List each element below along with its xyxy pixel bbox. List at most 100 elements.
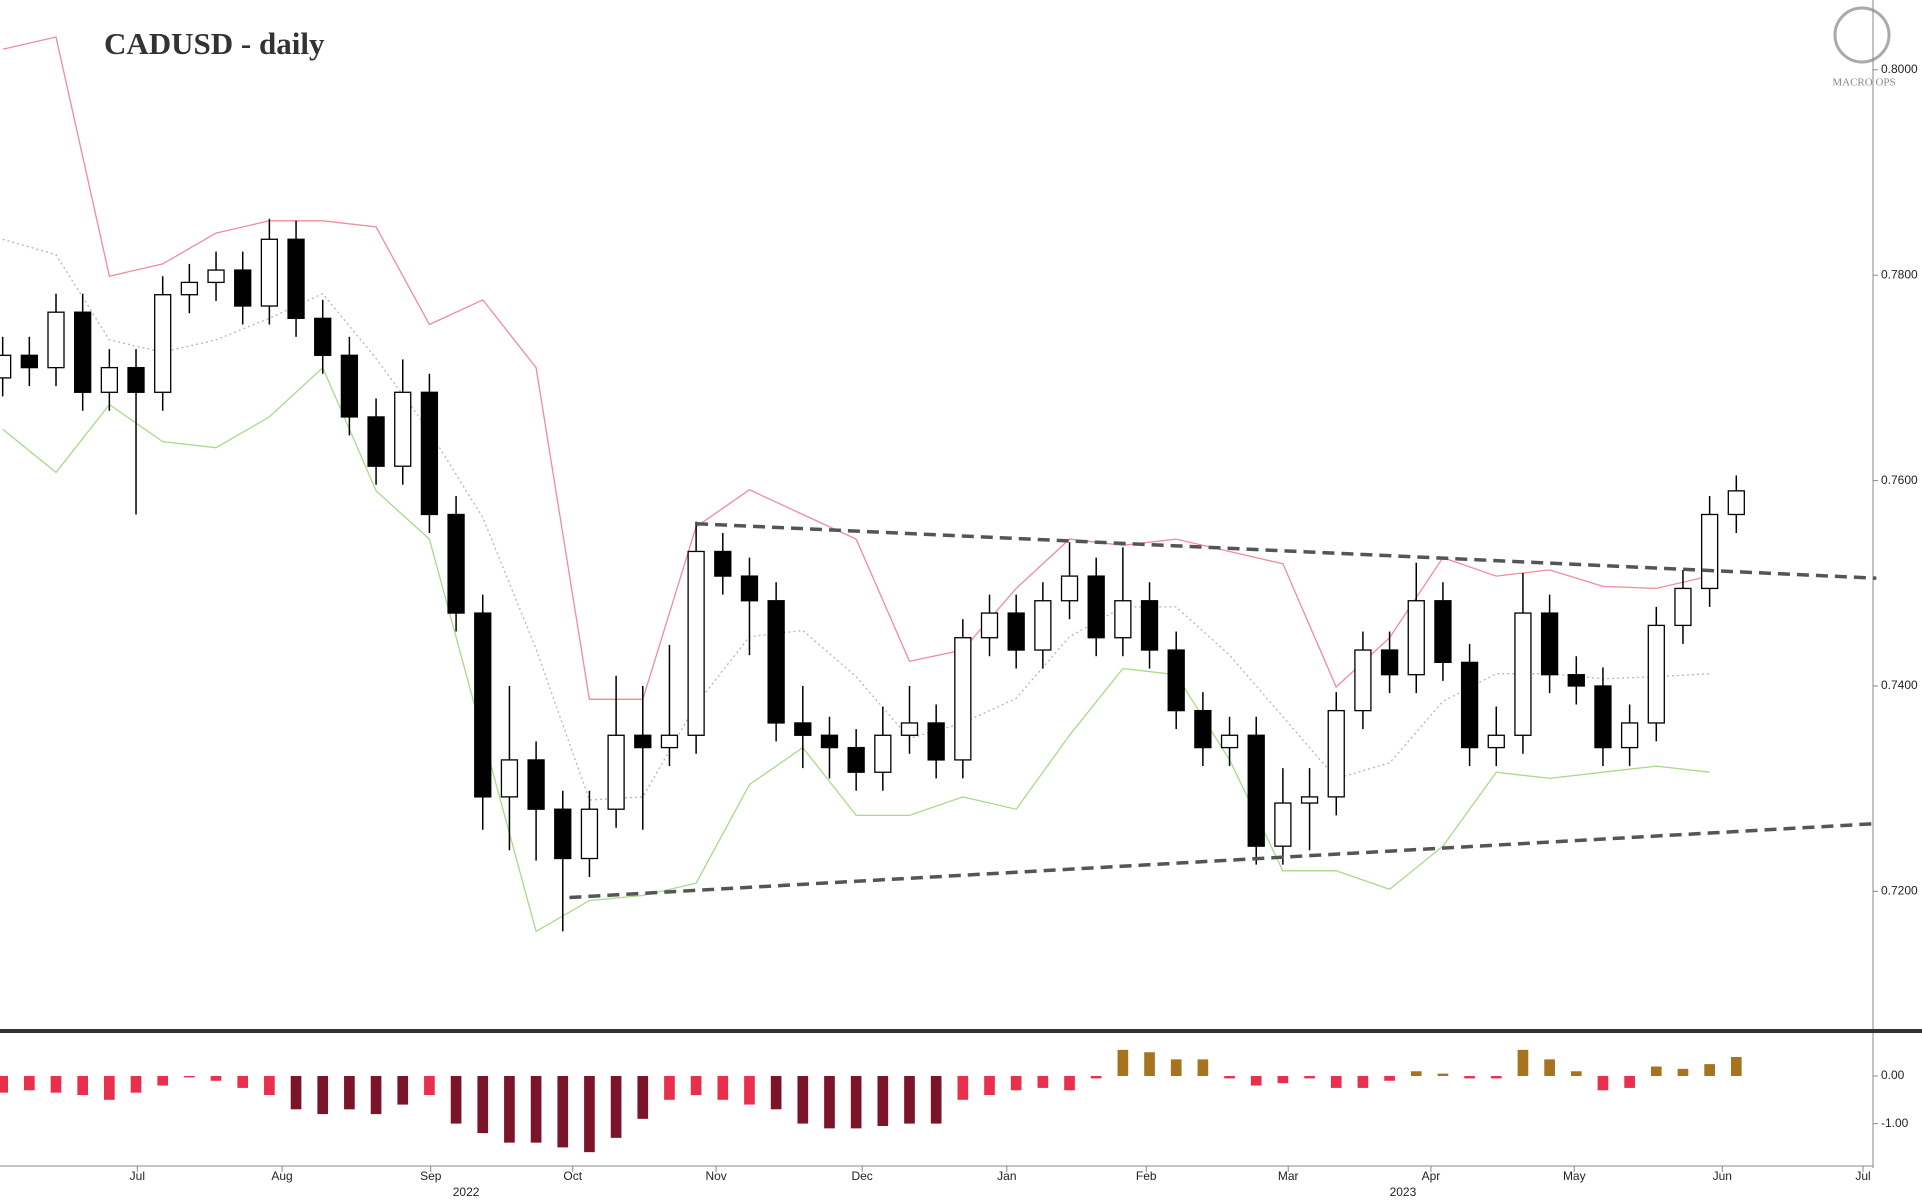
candle-body (1727, 490, 1745, 516)
x-tick-label: Jun (1713, 1169, 1732, 1183)
candle-body (1594, 685, 1612, 749)
histogram-bar (1490, 1076, 1502, 1079)
y-tick-label: 0.7400 (1881, 678, 1918, 692)
histogram-bar (477, 1076, 489, 1134)
candle-body (1620, 722, 1639, 749)
candle-body (367, 416, 385, 467)
candle-body (1380, 649, 1399, 676)
histogram-bar (1570, 1071, 1582, 1077)
candle-body (1700, 513, 1719, 590)
candle-body (634, 734, 652, 749)
candle-body (207, 269, 225, 284)
histogram-bar (1544, 1059, 1555, 1077)
candle-body (260, 238, 279, 307)
candle-body (1647, 624, 1665, 724)
band-line (2, 238, 1710, 801)
histogram-bar (504, 1076, 515, 1143)
histogram-bar (210, 1076, 222, 1081)
histogram-bar (130, 1076, 142, 1093)
histogram-bar (344, 1076, 355, 1110)
candle-body (47, 311, 65, 369)
candle-body (767, 600, 785, 724)
candle-body (1034, 600, 1052, 651)
x-tick-label: Jul (1855, 1169, 1870, 1183)
candle-body (1247, 734, 1265, 847)
x-tick-label: Mar (1278, 1169, 1299, 1183)
candle-body (500, 759, 519, 798)
histogram-bar (1330, 1076, 1342, 1088)
candle-body (714, 550, 732, 577)
candle-body (1167, 649, 1185, 712)
x-tick-label: Jul (130, 1169, 145, 1183)
histogram-bar (1650, 1066, 1662, 1077)
histogram-bar (1357, 1076, 1369, 1088)
histogram-bar (850, 1076, 862, 1129)
candle-body (1460, 661, 1479, 749)
candle-body (580, 808, 599, 860)
histogram-bar (744, 1076, 755, 1105)
candle-body (20, 354, 38, 369)
histogram-bar (610, 1076, 622, 1138)
histogram-bar (1117, 1049, 1129, 1077)
candle-body (1060, 575, 1079, 602)
candle-body (474, 612, 492, 798)
histogram-bar (1410, 1071, 1422, 1077)
histogram-bar (424, 1076, 435, 1096)
histogram-bar (1677, 1068, 1689, 1077)
x-tick-label: Jan (997, 1169, 1016, 1183)
candle-body (1274, 802, 1292, 847)
candle-body (1114, 600, 1132, 639)
year-label: 2023 (1390, 1185, 1417, 1199)
histogram-bar (1624, 1076, 1635, 1088)
band-line (2, 36, 1710, 700)
candle-body (607, 734, 625, 810)
x-tick-label: Aug (271, 1169, 292, 1183)
trendline (569, 821, 1877, 900)
y-tick-label: 0.8000 (1881, 62, 1918, 76)
candle-body (1514, 612, 1532, 736)
histogram-bar (397, 1076, 409, 1105)
x-tick-label: May (1563, 1169, 1586, 1183)
histogram-bar (797, 1076, 809, 1124)
histogram-bar (184, 1076, 195, 1078)
candle-body (1674, 587, 1692, 627)
histogram-bar (1010, 1076, 1022, 1091)
histogram-bar (984, 1076, 995, 1096)
candle-body (1300, 796, 1319, 804)
histogram-bar (50, 1076, 62, 1093)
x-tick-label: Apr (1422, 1169, 1441, 1183)
candle-body (127, 366, 145, 393)
histogram-bar (104, 1076, 115, 1100)
candle-body (100, 366, 119, 393)
candle-body (340, 354, 359, 418)
histogram-bar (264, 1076, 275, 1096)
candle-body (527, 759, 545, 810)
candle-body (1327, 709, 1345, 798)
x-tick-label: Dec (851, 1169, 872, 1183)
candle-body (980, 612, 999, 639)
candle-body (314, 317, 332, 356)
y-tick-label: 0.7600 (1881, 473, 1918, 487)
candle-body (1540, 612, 1559, 676)
logo-mark (1833, 6, 1891, 64)
histogram-bar (290, 1076, 302, 1110)
candle-body (420, 391, 439, 516)
candle-body (954, 637, 972, 761)
histogram-bar (1170, 1059, 1182, 1077)
histogram-bar (770, 1076, 782, 1110)
candle-body (1220, 734, 1239, 749)
histogram-bar (1250, 1076, 1262, 1086)
candle-body (900, 722, 919, 736)
logo: MACRO OPS (1832, 77, 1895, 89)
candle-body (447, 513, 465, 614)
histogram-bar (530, 1076, 542, 1143)
x-tick-label: Nov (705, 1169, 726, 1183)
candle-body (1087, 575, 1105, 639)
candle-body (287, 238, 305, 319)
histogram-bar (1224, 1076, 1235, 1079)
candle-body (554, 808, 572, 860)
candle-body (740, 575, 759, 602)
histogram-bar (77, 1076, 89, 1096)
histogram-bar (157, 1076, 169, 1086)
